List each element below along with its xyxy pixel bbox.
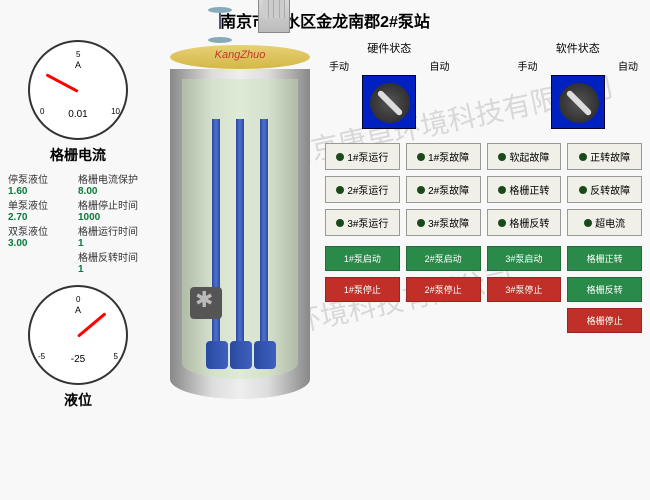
status-indicator: 正转故障 (567, 143, 642, 170)
param-value: 3.00 (8, 238, 78, 249)
control-button[interactable]: 3#泵启动 (487, 246, 562, 271)
status-indicator: 2#泵运行 (325, 176, 400, 203)
led-icon (417, 219, 425, 227)
gauge-needle (77, 312, 107, 337)
status-indicator: 2#泵故障 (406, 176, 481, 203)
param-value: 8.00 (78, 186, 148, 197)
control-button[interactable]: 1#泵停止 (325, 277, 400, 302)
pump-icon (254, 341, 276, 369)
control-button[interactable]: 格栅停止 (567, 308, 642, 333)
status-indicator: 1#泵故障 (406, 143, 481, 170)
control-button[interactable]: 格栅正转 (567, 246, 642, 271)
hw-status: 硬件状态 手动 自动 (325, 40, 454, 131)
status-indicator: 反转故障 (567, 176, 642, 203)
mode-manual: 手动 (518, 58, 538, 73)
status-indicator: 超电流 (567, 209, 642, 236)
param-value: 1000 (78, 212, 148, 223)
param-label: 格栅电流保护 (78, 171, 148, 186)
control-button[interactable]: 1#泵启动 (325, 246, 400, 271)
status-indicator: 格栅反转 (487, 209, 562, 236)
params-table: 停泵液位1.60单泵液位2.70双泵液位3.00 格栅电流保护8.00格栅停止时… (8, 171, 148, 275)
gauge-current-label: 格栅电流 (8, 145, 148, 165)
pipe-icon (212, 119, 220, 359)
gauge-max: 10 (111, 107, 120, 116)
fan-icon (190, 287, 222, 319)
gauge-unit: A (75, 60, 81, 70)
param-value: 1 (78, 238, 148, 249)
param-label: 格栅运行时间 (78, 223, 148, 238)
pipe-icon (260, 119, 268, 359)
mode-auto: 自动 (618, 58, 638, 73)
param-label: 格栅反转时间 (78, 249, 148, 264)
control-button[interactable]: 2#泵停止 (406, 277, 481, 302)
led-icon (498, 153, 506, 161)
param-label: 格栅停止时间 (78, 197, 148, 212)
led-icon (498, 186, 506, 194)
gauge-level: A -5 0 5 -25 (28, 285, 128, 385)
mode-auto: 自动 (430, 58, 450, 73)
led-icon (579, 186, 587, 194)
led-icon (336, 186, 344, 194)
param-label: 停泵液位 (8, 171, 78, 186)
status-title: 软件状态 (514, 40, 643, 56)
led-icon (336, 219, 344, 227)
led-icon (498, 219, 506, 227)
param-value: 1.60 (8, 186, 78, 197)
pump-icon (230, 341, 252, 369)
page-title: 南京市溧水区金龙南郡2#泵站 (0, 0, 650, 40)
status-indicator: 1#泵运行 (325, 143, 400, 170)
led-icon (336, 153, 344, 161)
gauge-mid: 0 (76, 295, 80, 304)
status-title: 硬件状态 (325, 40, 454, 56)
pipe-icon (236, 119, 244, 359)
param-value: 2.70 (8, 212, 78, 223)
left-panel: A 0 5 10 0.01 格栅电流 停泵液位1.60单泵液位2.70双泵液位3… (8, 40, 148, 414)
gauge-level-label: 液位 (8, 390, 148, 410)
gauge-unit: A (75, 305, 81, 315)
led-icon (579, 153, 587, 161)
param-value: 1 (78, 264, 148, 275)
status-indicator: 3#泵运行 (325, 209, 400, 236)
gauge-min: -5 (38, 352, 45, 361)
gauge-mid: 5 (76, 50, 80, 59)
gauge-min: 0 (40, 107, 44, 116)
pump-icon (206, 341, 228, 369)
hw-dial[interactable] (362, 75, 416, 129)
status-indicator: 软起故障 (487, 143, 562, 170)
cabinet-icon (258, 0, 290, 33)
gauge-value: 0.01 (68, 109, 87, 120)
param-label: 双泵液位 (8, 223, 78, 238)
gauge-value: -25 (71, 354, 85, 365)
tank-diagram: KangZhuo (170, 45, 310, 425)
control-button[interactable]: 2#泵启动 (406, 246, 481, 271)
gauge-max: 5 (114, 352, 118, 361)
tank-brand: KangZhuo (170, 49, 310, 61)
gauge-current: A 0 5 10 0.01 (28, 40, 128, 140)
led-icon (417, 153, 425, 161)
control-button[interactable]: 3#泵停止 (487, 277, 562, 302)
sw-status: 软件状态 手动 自动 (514, 40, 643, 131)
right-panel: 硬件状态 手动 自动 软件状态 手动 自动 1#泵运行1#泵故障软起故障正转故障 2#… (325, 40, 642, 333)
antenna-icon (208, 0, 232, 29)
mode-manual: 手动 (329, 58, 349, 73)
param-label: 单泵液位 (8, 197, 78, 212)
gauge-needle (46, 73, 79, 93)
control-button[interactable]: 格栅反转 (567, 277, 642, 302)
sw-dial[interactable] (551, 75, 605, 129)
led-icon (584, 219, 592, 227)
control-grid: 1#泵启动2#泵启动3#泵启动格栅正转 1#泵停止2#泵停止3#泵停止格栅反转格栅… (325, 246, 642, 333)
status-indicator: 格栅正转 (487, 176, 562, 203)
status-indicator: 3#泵故障 (406, 209, 481, 236)
status-grid: 1#泵运行1#泵故障软起故障正转故障 2#泵运行2#泵故障格栅正转反转故障 3#泵运… (325, 143, 642, 236)
led-icon (417, 186, 425, 194)
